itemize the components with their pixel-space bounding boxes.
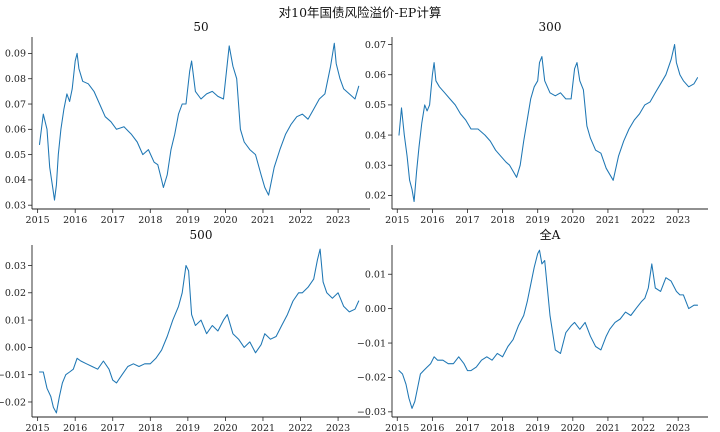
y-tick-label: 0.09: [5, 49, 26, 60]
x-tick-label: 2020: [213, 423, 237, 432]
y-tick-label: 0.05: [5, 150, 26, 161]
y-tick-label: 0.02: [5, 288, 26, 299]
x-tick-label: 2016: [420, 215, 444, 226]
y-tick-label: −0.01: [357, 338, 386, 349]
y-tick-label: 0.03: [5, 261, 26, 272]
x-tick-label: 2015: [26, 215, 50, 226]
x-tick-label: 2021: [596, 215, 620, 226]
x-tick-label: 2022: [288, 423, 312, 432]
chart-title: 50: [193, 20, 208, 34]
y-tick-label: 0.08: [5, 74, 26, 85]
x-tick-label: 2023: [326, 423, 350, 432]
series-line: [38, 42, 360, 201]
x-tick-label: 2019: [176, 215, 200, 226]
x-tick-label: 2020: [561, 215, 585, 226]
x-tick-label: 2015: [385, 423, 409, 432]
y-tick-label: 0.06: [5, 125, 26, 136]
y-tick-label: 0.04: [5, 175, 26, 186]
figure-suptitle: 对10年国债风险溢价-EP计算: [279, 5, 442, 20]
y-tick-label: 0.07: [365, 40, 386, 51]
x-tick-label: 2017: [455, 423, 479, 432]
x-tick-label: 2019: [526, 423, 550, 432]
y-tick-label: 0.03: [365, 161, 386, 172]
x-tick-label: 2019: [176, 423, 200, 432]
x-tick-label: 2018: [491, 423, 515, 432]
x-tick-label: 2021: [596, 423, 620, 432]
x-tick-label: 2023: [666, 215, 690, 226]
y-tick-label: −0.02: [357, 373, 386, 384]
y-tick-label: −0.02: [0, 397, 26, 408]
series-line: [398, 249, 699, 409]
chart-title: 300: [539, 20, 562, 34]
x-tick-label: 2016: [420, 423, 444, 432]
x-tick-label: 2018: [138, 423, 162, 432]
panel-300: 300 2015 2016 2017 2018 2019 2020 2021 2022 2023 0…: [365, 20, 708, 226]
x-tick-label: 2023: [666, 423, 690, 432]
x-tick-label: 2021: [251, 215, 275, 226]
y-tick-label: 0.04: [365, 130, 386, 141]
x-tick-label: 2017: [101, 423, 125, 432]
y-tick-label: 0.05: [365, 100, 386, 111]
x-tick-label: 2022: [631, 215, 655, 226]
x-tick-label: 2021: [251, 423, 275, 432]
x-tick-label: 2020: [561, 423, 585, 432]
y-tick-label: 0.00: [365, 304, 386, 315]
y-tick-label: 0.03: [5, 201, 26, 212]
x-tick-label: 2016: [63, 423, 87, 432]
y-tick-label: 0.01: [365, 270, 386, 281]
y-tick-label: 0.02: [365, 191, 386, 202]
chart-title: 500: [190, 228, 213, 242]
x-tick-label: 2022: [631, 423, 655, 432]
y-tick-label: −0.01: [0, 370, 26, 381]
x-tick-label: 2019: [526, 215, 550, 226]
x-tick-label: 2023: [326, 215, 350, 226]
panel-50: 50 2015 2016 2017 2018 2019 2020 2021 2022 2023 0.…: [5, 20, 370, 226]
x-tick-label: 2020: [213, 215, 237, 226]
y-tick-label: 0.00: [5, 343, 26, 354]
chart-title: 全A: [540, 227, 561, 242]
y-tick-label: 0.07: [5, 99, 26, 110]
y-tick-label: 0.01: [5, 315, 26, 326]
panel-all-a: 全A 2015 2016 2017 2018 2019 2020 2021 2022 2023 −0…: [357, 227, 708, 432]
x-tick-label: 2015: [385, 215, 409, 226]
series-line: [398, 43, 699, 203]
x-tick-label: 2016: [63, 215, 87, 226]
x-tick-label: 2017: [455, 215, 479, 226]
series-line: [38, 248, 360, 414]
x-tick-label: 2017: [101, 215, 125, 226]
x-tick-label: 2018: [138, 215, 162, 226]
x-tick-label: 2018: [491, 215, 515, 226]
y-tick-label: −0.03: [357, 407, 386, 418]
x-tick-label: 2022: [288, 215, 312, 226]
panel-500: 500 2015 2016 2017 2018 2019 2020 2021 2022 2023 −…: [0, 228, 370, 432]
x-tick-label: 2015: [26, 423, 50, 432]
y-tick-label: 0.06: [365, 70, 386, 81]
